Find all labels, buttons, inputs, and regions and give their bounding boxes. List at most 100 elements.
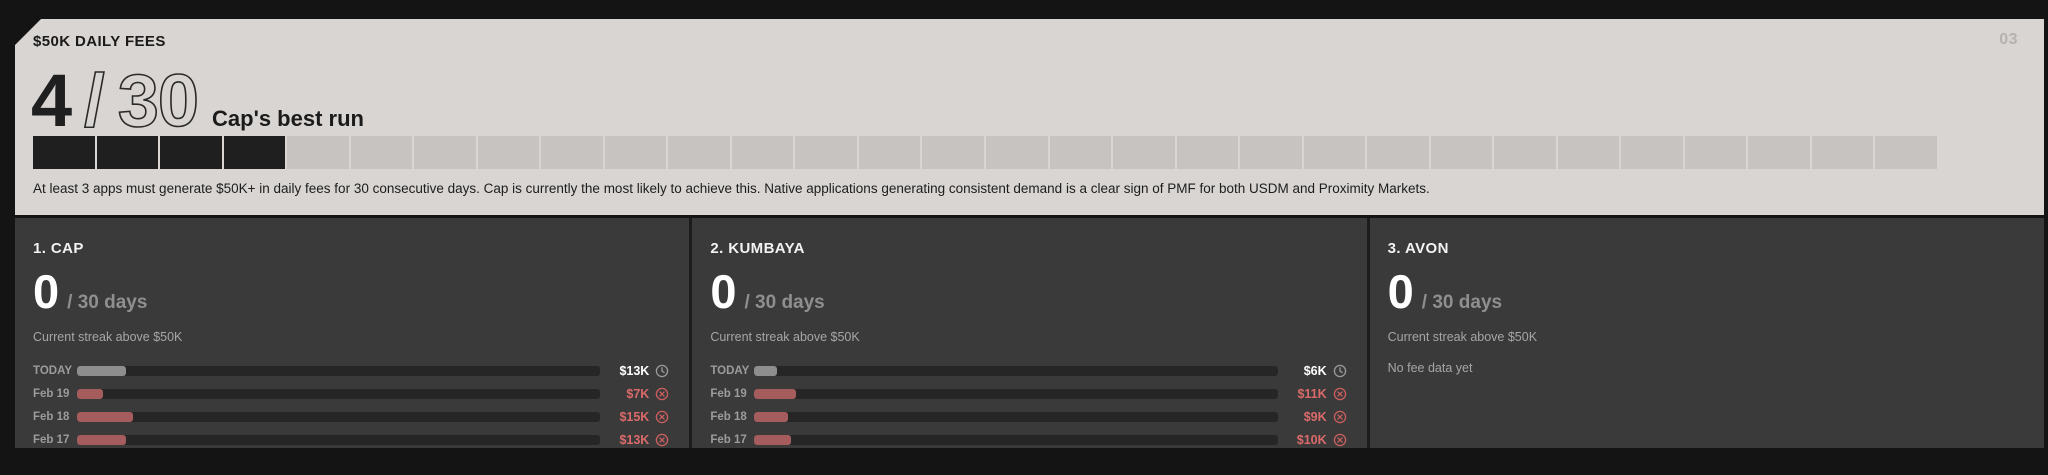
segment-empty [668,136,730,169]
segment-empty [1811,136,1874,169]
segment-empty [858,136,921,169]
best-run-progress: 4 / 30 Cap's best run [31,58,364,143]
fee-row: Feb 19 $11K [710,382,1346,405]
fee-bar-track [77,365,601,376]
streak-counter: 0 / 30 days [1387,265,2024,318]
streak-caption: Current streak above $50K [710,330,860,344]
fee-day-label: TODAY [710,364,750,377]
x-circle-icon [1333,433,1347,447]
streak-current: 0 [710,265,736,318]
segment-empty [1176,136,1239,169]
segment-empty [1494,136,1556,169]
segment-empty [1113,136,1175,169]
fee-value: $10K [1296,432,1327,447]
segment-empty [922,136,984,169]
segment-empty [477,136,540,169]
progress-separator: / [83,58,105,143]
progress-current: 4 [31,59,72,142]
progress-caption: Cap's best run [212,106,364,131]
fee-value: $11K [1297,386,1327,401]
fee-bar-track [77,434,601,445]
segment-empty [1303,136,1366,169]
streak-caption: Current streak above $50K [33,330,183,344]
fee-bar-fill [754,365,777,376]
segment-empty [350,136,413,169]
streak-counter: 0 / 30 days [710,265,1346,318]
fee-value: $6K [1303,363,1327,378]
column-divider [1366,218,1370,448]
fee-day-label: TODAY [33,364,72,377]
streak-total-label: / 30 days [1421,292,1503,313]
page-number: 03 [1999,31,2018,48]
fee-bar-fill [754,434,792,445]
app-column-kumbaya: 2. KUMBAYA 0 / 30 days Current streak above… [692,218,1366,448]
fee-bar-track [754,388,1278,399]
segment-filled [223,136,286,169]
segment-filled [33,136,95,169]
segment-empty [541,136,603,169]
fee-day-label: Feb 18 [710,410,747,423]
segment-empty [1240,136,1302,169]
fee-day-label: Feb 19 [710,387,747,400]
panel-title: $50K DAILY FEES [33,33,166,50]
fee-bar-fill [754,411,788,422]
x-circle-icon [655,387,669,401]
fee-row: TODAY $13K [33,359,669,382]
app-name-heading: 3. AVON [1387,240,1449,257]
streak-total-label: / 30 days [744,292,825,313]
fee-row: Feb 18 $9K [710,405,1346,428]
app-column-cap: 1. CAP 0 / 30 days Current streak above $50… [15,218,689,448]
fee-bar-fill [77,434,126,445]
fee-bar-fill [77,365,126,376]
fee-value: $15K [619,409,650,424]
segment-empty [1684,136,1747,169]
segment-empty [287,136,349,169]
fee-bar-fill [754,388,796,399]
daily-fees-hero-panel: $50K DAILY FEES 03 4 / 30 Cap's best run… [15,19,2044,215]
x-circle-icon [1333,410,1347,424]
segment-empty [1430,136,1493,169]
streak-current: 0 [1387,265,1414,318]
clock-icon [655,364,669,378]
apps-row: 1. CAP 0 / 30 days Current streak above $50… [15,218,2044,448]
fee-row: Feb 17 $13K [33,428,669,451]
segment-empty [795,136,857,169]
progress-segment-bar [33,136,1937,169]
segment-empty [414,136,476,169]
fee-row: Feb 18 $15K [33,405,669,428]
fee-row: TODAY $6K [710,359,1346,382]
app-name-heading: 2. KUMBAYA [710,240,805,257]
progress-total: 30 [117,58,200,143]
app-column-avon: 3. AVON 0 / 30 days Current streak above $5… [1370,218,2044,448]
x-circle-icon [655,410,669,424]
fee-day-label: Feb 17 [710,433,747,446]
column-divider [689,218,693,448]
streak-caption: Current streak above $50K [1387,330,1538,344]
streak-total-label: / 30 days [67,292,148,313]
fee-value: $13K [619,432,650,447]
fee-bar-track [754,365,1278,376]
fee-row: Feb 17 $10K [710,428,1346,451]
fee-value: $7K [626,386,650,401]
clock-icon [1333,364,1347,378]
daily-fee-rows: TODAY $6K Feb 19 $11K Feb 18 $9K Feb 17 $10K [710,359,1346,451]
app-name-heading: 1. CAP [33,240,84,257]
segment-filled [96,136,159,169]
fee-bar-track [77,388,601,399]
daily-fee-rows: TODAY $13K Feb 19 $7K Feb 18 $15K Feb 17 $13K [33,359,669,451]
segment-empty [604,136,667,169]
segment-empty [1367,136,1429,169]
fee-row: Feb 19 $7K [33,382,669,405]
segment-empty [985,136,1048,169]
segment-empty [1049,136,1112,169]
fee-value: $13K [619,363,650,378]
fee-bar-track [754,411,1278,422]
fee-day-label: Feb 17 [33,433,70,446]
fee-value: $9K [1303,409,1327,424]
streak-counter: 0 / 30 days [33,265,669,318]
segment-empty [1875,136,1937,169]
streak-current: 0 [33,265,59,318]
fee-bar-track [77,411,601,422]
segment-filled [160,136,222,169]
